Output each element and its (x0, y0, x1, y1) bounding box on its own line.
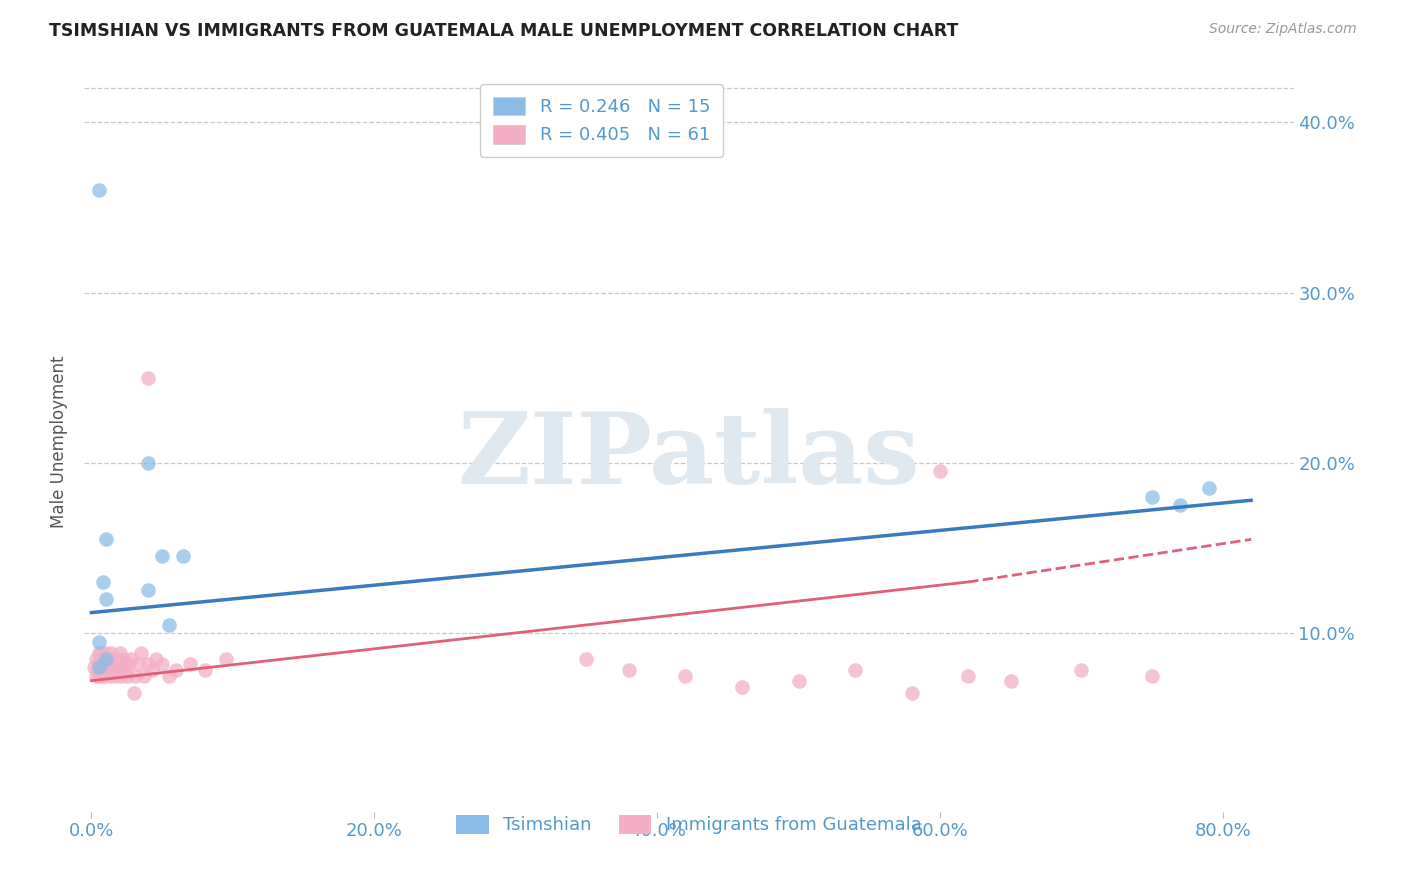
Point (96, 664, 118, 678)
Point (104, 668, 127, 682)
Point (120, 651, 142, 665)
Point (150, 657, 173, 671)
Point (110, 668, 132, 682)
Point (136, 456, 159, 470)
Point (84, 651, 107, 665)
Point (127, 657, 149, 671)
Point (1000, 673, 1022, 688)
Point (94, 651, 117, 665)
Point (90, 657, 112, 671)
Point (114, 664, 136, 678)
Point (84, 668, 107, 682)
Point (94, 657, 117, 671)
Point (91, 668, 114, 682)
Legend: Tsimshian, Immigrants from Guatemala: Tsimshian, Immigrants from Guatemala (447, 806, 931, 844)
Point (136, 583, 159, 598)
Point (87, 657, 110, 671)
Point (617, 664, 640, 678)
Point (179, 657, 201, 671)
Point (87, 660, 110, 674)
Point (91, 657, 114, 671)
Point (157, 617, 180, 632)
Point (115, 668, 138, 682)
Point (129, 647, 152, 661)
Point (87, 184, 110, 198)
Point (145, 651, 167, 665)
Point (89, 651, 111, 665)
Point (100, 647, 122, 661)
Point (86, 664, 108, 678)
Point (673, 668, 696, 682)
Point (900, 685, 922, 699)
Point (108, 647, 131, 661)
Point (87, 668, 110, 682)
Point (150, 549, 173, 564)
Point (1140, 490, 1163, 504)
Point (94, 533, 117, 547)
Point (87, 647, 110, 661)
Point (107, 664, 129, 678)
Point (136, 370, 159, 384)
Point (141, 664, 163, 678)
Point (165, 664, 187, 678)
Text: Source: ZipAtlas.com: Source: ZipAtlas.com (1209, 22, 1357, 37)
Point (105, 651, 128, 665)
Point (94, 647, 117, 661)
Point (91, 574, 114, 589)
Point (731, 681, 754, 695)
Point (89, 664, 111, 678)
Point (103, 657, 125, 671)
Point (91, 664, 114, 678)
Point (157, 668, 180, 682)
Point (132, 668, 155, 682)
Point (136, 657, 159, 671)
Point (1070, 664, 1092, 678)
Point (97, 651, 120, 665)
Point (215, 651, 238, 665)
Point (122, 685, 145, 699)
Point (111, 657, 134, 671)
Point (94, 591, 117, 606)
Point (93, 651, 115, 665)
Point (101, 664, 124, 678)
Point (112, 651, 135, 665)
Point (929, 464, 952, 478)
Point (172, 549, 194, 564)
Point (575, 651, 598, 665)
Point (87, 634, 110, 648)
Point (787, 673, 810, 688)
Text: ZIPatlas: ZIPatlas (458, 408, 920, 505)
Point (90, 647, 112, 661)
Point (1140, 668, 1163, 682)
Point (117, 657, 139, 671)
Point (93, 668, 115, 682)
Point (124, 668, 146, 682)
Point (193, 664, 215, 678)
Point (83, 660, 105, 674)
Point (844, 664, 866, 678)
Point (1198, 481, 1220, 495)
Point (957, 668, 980, 682)
Y-axis label: Male Unemployment: Male Unemployment (51, 355, 69, 528)
Point (98, 657, 121, 671)
Text: TSIMSHIAN VS IMMIGRANTS FROM GUATEMALA MALE UNEMPLOYMENT CORRELATION CHART: TSIMSHIAN VS IMMIGRANTS FROM GUATEMALA M… (49, 22, 959, 40)
Point (98, 668, 121, 682)
Point (1170, 499, 1192, 513)
